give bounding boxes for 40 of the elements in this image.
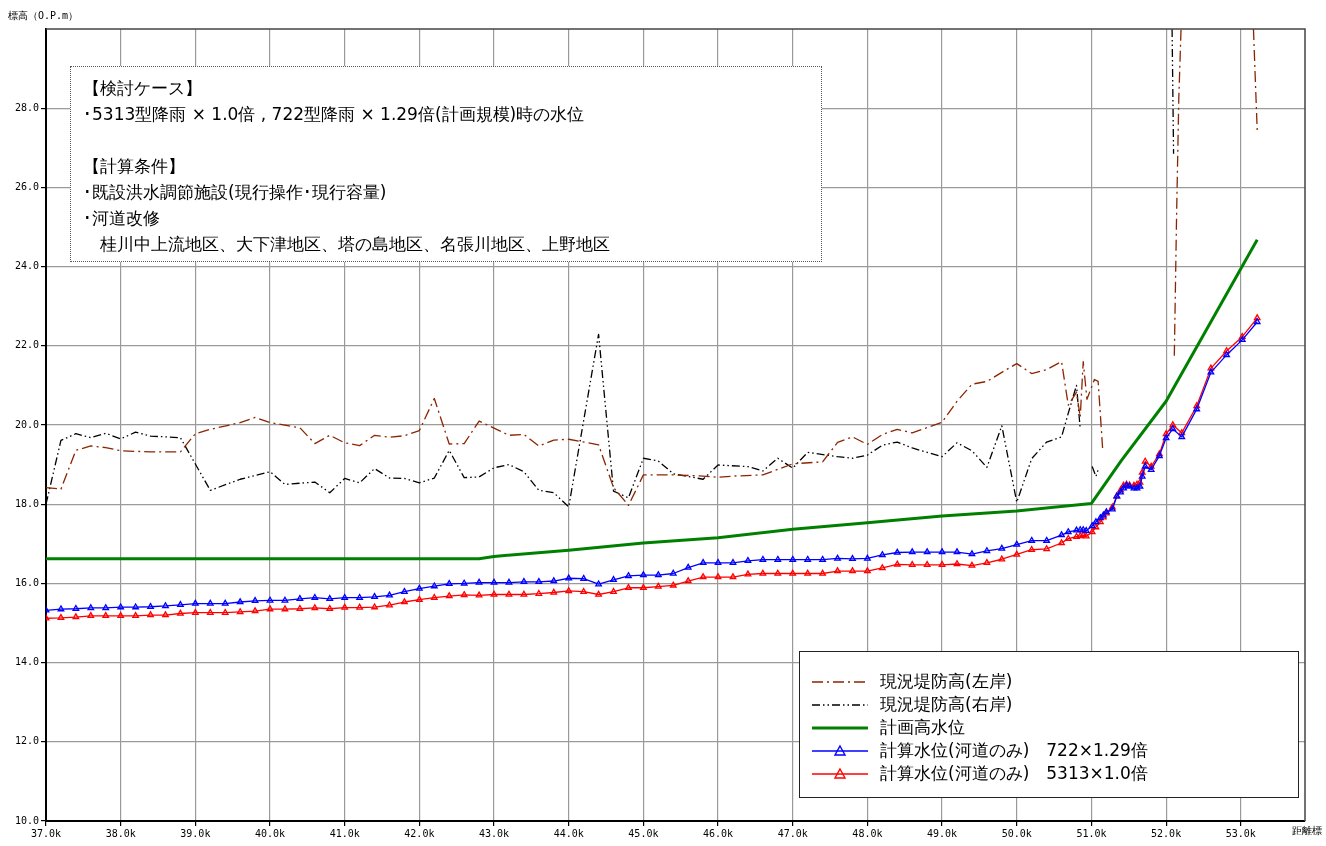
y-tick-label: 14.0 xyxy=(14,656,39,668)
y-tick-label: 26.0 xyxy=(14,180,39,192)
annotation: ･既設洪水調節施設(現行操作･現行容量) xyxy=(83,181,388,204)
y-tick-label: 12.0 xyxy=(14,735,39,747)
x-tick-label: 49.0k xyxy=(927,827,958,839)
annotation: ･河道改修 xyxy=(83,207,161,230)
annotation: ･5313型降雨 × 1.0倍 , 722型降雨 × 1.29倍(計画規模)時の水位 xyxy=(83,103,586,126)
x-tick-label: 39.0k xyxy=(180,827,211,839)
y-tick-label: 24.0 xyxy=(14,260,39,272)
annotation: 【計算条件】 xyxy=(83,155,186,178)
x-tick-label: 47.0k xyxy=(777,827,808,839)
legend-label: 計画高水位 xyxy=(880,716,965,739)
x-axis-title: 距離標 xyxy=(1292,824,1322,838)
y-tick-label: 28.0 xyxy=(14,101,39,113)
y-tick-label: 20.0 xyxy=(14,418,39,430)
x-tick-label: 37.0k xyxy=(30,827,62,839)
x-tick-label: 51.0k xyxy=(1076,827,1107,839)
x-tick-label: 40.0k xyxy=(254,827,286,839)
y-tick-label: 16.0 xyxy=(14,576,39,588)
y-tick-label: 18.0 xyxy=(14,497,39,509)
x-tick-label: 45.0k xyxy=(628,827,659,839)
legend-label: 現況堤防高(左岸) xyxy=(880,670,1013,693)
legend-label: 現況堤防高(右岸) xyxy=(880,693,1013,716)
x-tick-label: 52.0k xyxy=(1151,827,1182,839)
x-tick-label: 46.0k xyxy=(703,827,734,839)
y-axis-title: 標高（O.P.m） xyxy=(8,9,79,23)
y-tick-label: 22.0 xyxy=(14,339,39,351)
x-tick-label: 38.0k xyxy=(105,827,136,839)
x-tick-label: 41.0k xyxy=(329,827,360,839)
x-tick-label: 53.0k xyxy=(1225,827,1256,839)
annotation: 桂川中上流地区、大下津地区、塔の島地区、名張川地区、上野地区 xyxy=(99,233,611,256)
legend-label: 計算水位(河道のみ) 722×1.29倍 xyxy=(880,739,1148,762)
x-tick-label: 43.0k xyxy=(478,827,510,839)
y-tick-label: 10.0 xyxy=(14,814,39,826)
x-tick-label: 48.0k xyxy=(852,827,883,839)
x-tick-label: 42.0k xyxy=(404,827,435,839)
legend-label: 計算水位(河道のみ) 5313×1.0倍 xyxy=(880,762,1148,785)
x-tick-label: 44.0k xyxy=(553,827,584,839)
x-tick-label: 50.0k xyxy=(1001,827,1032,839)
annotation: 【検討ケース】 xyxy=(83,77,203,100)
